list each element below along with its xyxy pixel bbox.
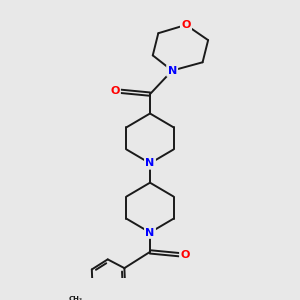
Text: N: N [146, 158, 154, 168]
Text: O: O [181, 20, 191, 30]
Text: N: N [167, 66, 177, 76]
Text: CH₃: CH₃ [68, 296, 83, 300]
Text: N: N [146, 227, 154, 238]
Text: O: O [110, 86, 119, 96]
Text: O: O [181, 250, 190, 260]
